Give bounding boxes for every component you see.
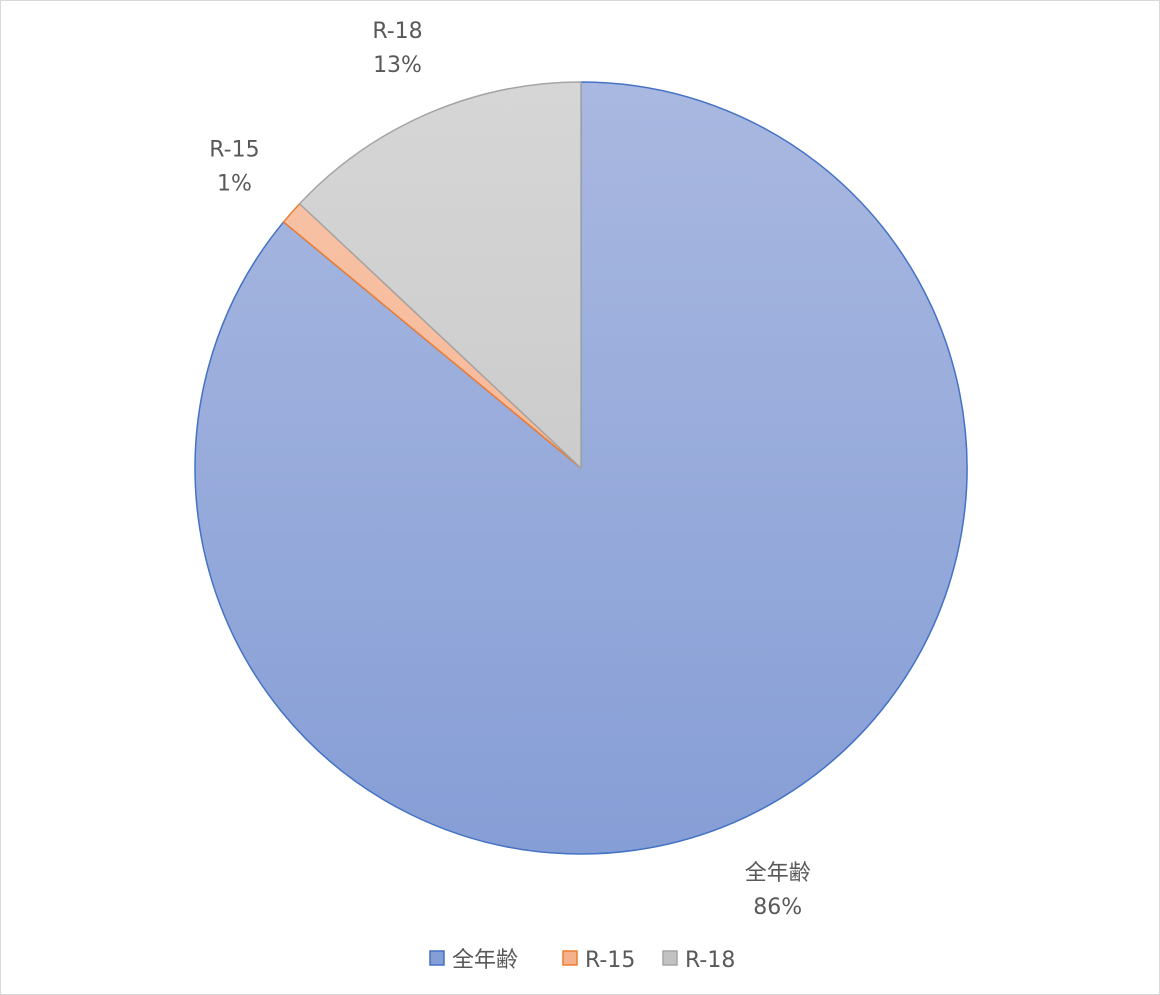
data-label-percent: 13%: [373, 53, 422, 78]
legend-label: 全年齢: [452, 948, 518, 973]
data-label-percent: 86%: [753, 895, 802, 920]
data-label-category: 全年齢: [745, 861, 811, 886]
data-labels: 全年齢 86% R-15 1% R-18 13%: [209, 19, 810, 920]
legend-swatch-全年齢: [429, 950, 445, 966]
slices: [194, 81, 968, 855]
pie-slice-R-18: [298, 81, 582, 469]
legend: 全年齢 R-15 R-18: [429, 948, 735, 973]
legend-label: R-15: [585, 948, 635, 973]
legend-swatch-R-18: [662, 950, 678, 966]
data-label-category: R-18: [372, 19, 422, 44]
legend-swatch-R-15: [562, 950, 578, 966]
data-label-percent: 1%: [217, 171, 252, 196]
data-label-category: R-15: [209, 137, 259, 162]
legend-label: R-18: [685, 948, 735, 973]
